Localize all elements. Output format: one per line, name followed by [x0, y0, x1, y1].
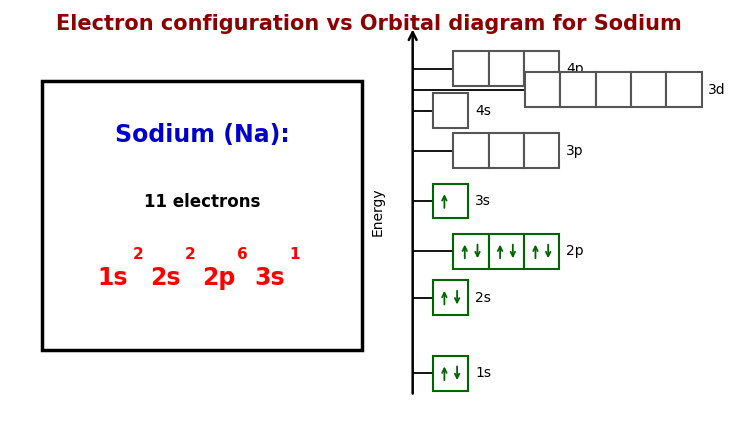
Bar: [433, 93, 469, 128]
Text: 2s: 2s: [475, 291, 491, 305]
Bar: [524, 52, 559, 86]
Bar: [433, 184, 469, 218]
Bar: [489, 52, 524, 86]
Text: 4s: 4s: [475, 104, 491, 118]
Text: 1: 1: [290, 247, 300, 262]
Text: 3s: 3s: [254, 266, 285, 290]
Text: 1s: 1s: [97, 266, 128, 290]
Text: 11 electrons: 11 electrons: [144, 193, 260, 211]
Text: 6: 6: [237, 247, 248, 262]
Bar: [433, 280, 469, 315]
Text: Sodium (Na):: Sodium (Na):: [115, 123, 290, 147]
Text: 3d: 3d: [708, 82, 726, 96]
Text: 4p: 4p: [566, 62, 584, 76]
Bar: [525, 72, 560, 107]
Bar: [666, 72, 702, 107]
Bar: [489, 234, 524, 269]
Bar: [524, 234, 559, 269]
Bar: [453, 133, 489, 168]
Text: 3p: 3p: [566, 143, 584, 158]
Bar: [42, 81, 362, 350]
Text: 3s: 3s: [475, 194, 491, 208]
Bar: [560, 72, 595, 107]
Text: 2: 2: [185, 247, 196, 262]
Bar: [453, 52, 489, 86]
Bar: [433, 356, 469, 390]
Text: 1s: 1s: [475, 366, 491, 380]
Bar: [595, 72, 631, 107]
Text: 2p: 2p: [566, 244, 584, 258]
Bar: [524, 133, 559, 168]
Bar: [631, 72, 666, 107]
Text: Electron configuration vs Orbital diagram for Sodium: Electron configuration vs Orbital diagra…: [55, 14, 682, 34]
Text: 2s: 2s: [150, 266, 180, 290]
Text: Energy: Energy: [370, 187, 384, 236]
Bar: [453, 234, 489, 269]
Text: 2p: 2p: [202, 266, 235, 290]
Bar: [489, 133, 524, 168]
Text: 2: 2: [133, 247, 144, 262]
